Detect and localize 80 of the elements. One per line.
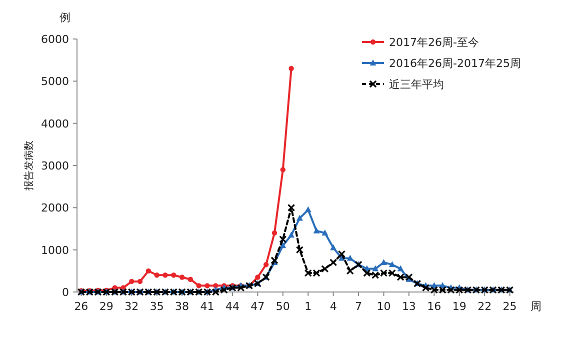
point xyxy=(263,262,269,268)
y-tick-label: 4000 xyxy=(41,117,69,130)
x-tick-label: 50 xyxy=(276,300,290,313)
point xyxy=(313,227,320,234)
y-tick-label: 3000 xyxy=(41,160,69,172)
point xyxy=(213,283,218,288)
point xyxy=(422,284,430,292)
x-tick-label: 7 xyxy=(355,300,362,313)
point xyxy=(312,269,320,277)
point xyxy=(171,272,176,278)
point xyxy=(363,269,371,277)
point xyxy=(330,258,338,266)
point xyxy=(154,272,160,278)
point xyxy=(388,261,396,268)
x-tick-label: 35 xyxy=(150,300,164,313)
y-tick-label: 5000 xyxy=(41,75,69,88)
point xyxy=(272,230,278,236)
point xyxy=(296,246,304,254)
x-tick-label: 32 xyxy=(124,300,139,313)
point xyxy=(456,286,464,294)
point xyxy=(196,283,202,288)
x-tick-label: 19 xyxy=(452,300,466,313)
point xyxy=(321,265,329,273)
point xyxy=(296,214,303,221)
point xyxy=(220,286,228,294)
point xyxy=(162,272,168,278)
text: 例 xyxy=(60,11,70,24)
x-tick-label: 41 xyxy=(200,300,214,313)
point xyxy=(280,167,286,172)
x-tick-label: 10 xyxy=(376,300,391,313)
point xyxy=(438,286,446,294)
legend-label: 近三年平均 xyxy=(389,78,444,91)
point xyxy=(397,265,404,272)
point xyxy=(372,271,380,279)
point xyxy=(279,235,287,244)
point xyxy=(129,278,134,284)
point xyxy=(212,288,220,296)
point xyxy=(338,250,346,258)
point xyxy=(430,286,438,294)
point xyxy=(447,286,455,294)
x-tick-label: 47 xyxy=(250,300,265,313)
point xyxy=(288,66,294,72)
y-tick-label: 6000 xyxy=(41,33,69,46)
x-tick-label: 38 xyxy=(175,300,190,313)
point xyxy=(304,206,312,212)
x-tick-label: 44 xyxy=(225,300,240,313)
point xyxy=(288,204,296,212)
x-tick-label: 22 xyxy=(478,300,492,313)
point xyxy=(237,284,245,292)
x-tick-label: 4 xyxy=(330,300,337,313)
point xyxy=(179,274,185,280)
x-tick-label: 26 xyxy=(74,300,88,313)
point xyxy=(288,232,294,238)
x-tick-label: 25 xyxy=(502,300,517,313)
x-axis-title: 周 xyxy=(530,300,542,313)
point xyxy=(255,274,260,280)
point xyxy=(388,269,396,277)
point xyxy=(372,265,379,272)
x-tick-label: 13 xyxy=(402,300,416,313)
y-tick-label: 1000 xyxy=(41,244,69,257)
point xyxy=(330,244,337,250)
point xyxy=(396,273,404,282)
y-tick-label: 2000 xyxy=(41,202,69,215)
point xyxy=(346,267,354,275)
x-tick-label: 16 xyxy=(427,300,442,313)
legend-label: 2017年26周-至今 xyxy=(389,36,479,49)
point xyxy=(204,283,210,288)
point xyxy=(188,276,194,282)
point xyxy=(137,278,143,284)
y-axis-title: 报告发病数 xyxy=(23,140,35,192)
point xyxy=(146,268,152,274)
point xyxy=(346,254,354,261)
point xyxy=(322,229,328,236)
point xyxy=(304,269,312,277)
y-tick-label: 0 xyxy=(62,286,69,299)
point xyxy=(380,269,388,277)
x-tick-label: 29 xyxy=(99,300,114,313)
x-tick-label: 1 xyxy=(304,300,312,313)
point xyxy=(405,273,413,282)
legend-label: 2016年26周-2017年25周 xyxy=(389,57,521,70)
